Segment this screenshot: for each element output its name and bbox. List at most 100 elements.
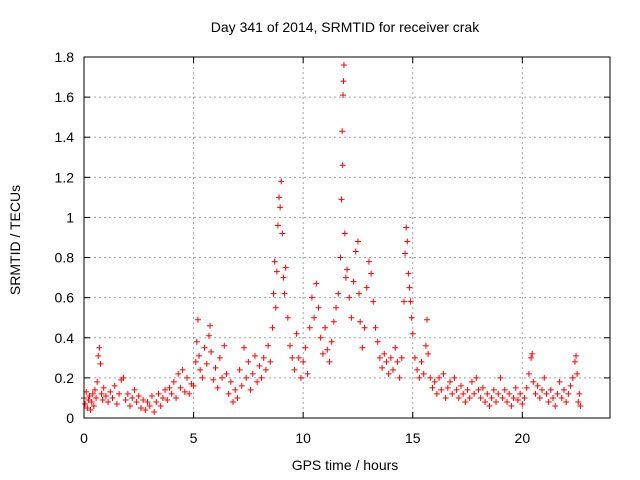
data-point bbox=[207, 322, 214, 329]
data-point bbox=[577, 402, 584, 409]
data-point bbox=[449, 390, 456, 397]
data-point bbox=[429, 384, 436, 391]
data-point bbox=[140, 396, 147, 403]
data-point bbox=[525, 370, 532, 377]
y-tick-label: 0 bbox=[66, 410, 74, 426]
data-point bbox=[416, 374, 423, 381]
data-point bbox=[342, 274, 349, 281]
data-point bbox=[423, 316, 430, 323]
data-point bbox=[219, 374, 226, 381]
data-point bbox=[427, 374, 434, 381]
data-point bbox=[408, 314, 415, 321]
data-point bbox=[251, 352, 258, 359]
data-point bbox=[333, 304, 340, 311]
data-point bbox=[225, 390, 232, 397]
data-point bbox=[144, 398, 151, 405]
data-point bbox=[135, 392, 142, 399]
data-point bbox=[356, 290, 363, 297]
y-tick-label: 1.8 bbox=[55, 49, 75, 65]
data-point bbox=[398, 354, 405, 361]
x-tick-label: 15 bbox=[405, 430, 421, 446]
data-point bbox=[340, 62, 347, 69]
data-point bbox=[361, 324, 368, 331]
data-point bbox=[170, 378, 177, 385]
data-point bbox=[543, 390, 550, 397]
data-point bbox=[129, 394, 136, 401]
data-point bbox=[521, 394, 528, 401]
data-point bbox=[460, 390, 467, 397]
data-point bbox=[381, 350, 388, 357]
data-point bbox=[221, 342, 228, 349]
data-point bbox=[111, 382, 118, 389]
data-point bbox=[374, 338, 381, 345]
data-point bbox=[87, 406, 94, 413]
data-point bbox=[536, 394, 543, 401]
data-point bbox=[205, 332, 212, 339]
data-point bbox=[262, 366, 269, 373]
data-point bbox=[447, 378, 454, 385]
data-point bbox=[482, 398, 489, 405]
data-point bbox=[254, 378, 261, 385]
data-point bbox=[558, 394, 565, 401]
data-point bbox=[514, 396, 521, 403]
y-tick-label: 1 bbox=[66, 209, 74, 225]
data-point bbox=[468, 378, 475, 385]
y-tick-label: 0.4 bbox=[55, 330, 75, 346]
data-point bbox=[196, 352, 203, 359]
data-point bbox=[127, 402, 134, 409]
data-point bbox=[311, 314, 318, 321]
data-point bbox=[455, 394, 462, 401]
data-point bbox=[324, 346, 331, 353]
data-point bbox=[82, 400, 89, 407]
data-point bbox=[210, 376, 217, 383]
data-point bbox=[273, 268, 280, 275]
data-point bbox=[159, 394, 166, 401]
data-point bbox=[346, 294, 353, 301]
data-point bbox=[84, 404, 91, 411]
data-point bbox=[464, 386, 471, 393]
y-tick-label: 0.2 bbox=[55, 370, 75, 386]
data-point bbox=[300, 358, 307, 365]
data-point bbox=[440, 370, 447, 377]
data-point bbox=[328, 338, 335, 345]
data-point bbox=[330, 318, 337, 325]
data-point bbox=[190, 382, 197, 389]
data-point bbox=[199, 374, 206, 381]
x-tick-label: 0 bbox=[80, 430, 88, 446]
data-point bbox=[89, 390, 96, 397]
data-point bbox=[339, 128, 346, 135]
data-point bbox=[394, 358, 401, 365]
data-point bbox=[243, 374, 250, 381]
data-point bbox=[302, 344, 309, 351]
data-point bbox=[131, 386, 138, 393]
data-point bbox=[122, 396, 129, 403]
data-point bbox=[396, 374, 403, 381]
data-point bbox=[124, 390, 131, 397]
data-point bbox=[192, 358, 199, 365]
data-point bbox=[93, 394, 100, 401]
data-point bbox=[550, 394, 557, 401]
data-point bbox=[418, 358, 425, 365]
chart-title: Day 341 of 2014, SRMTID for receiver cra… bbox=[211, 19, 480, 35]
data-point bbox=[556, 378, 563, 385]
data-point bbox=[499, 394, 506, 401]
data-point bbox=[539, 386, 546, 393]
x-tick-label: 20 bbox=[515, 430, 531, 446]
data-point bbox=[270, 290, 277, 297]
data-point bbox=[236, 366, 243, 373]
data-point bbox=[116, 390, 123, 397]
data-point bbox=[575, 398, 582, 405]
grid-lines bbox=[84, 57, 610, 418]
data-point bbox=[271, 258, 278, 265]
data-point bbox=[431, 378, 438, 385]
data-point bbox=[100, 384, 107, 391]
data-point bbox=[155, 390, 162, 397]
data-point bbox=[547, 386, 554, 393]
data-point bbox=[414, 366, 421, 373]
data-point bbox=[493, 398, 500, 405]
data-point bbox=[475, 386, 482, 393]
data-point bbox=[317, 334, 324, 341]
data-point bbox=[433, 390, 440, 397]
data-point bbox=[340, 92, 347, 99]
